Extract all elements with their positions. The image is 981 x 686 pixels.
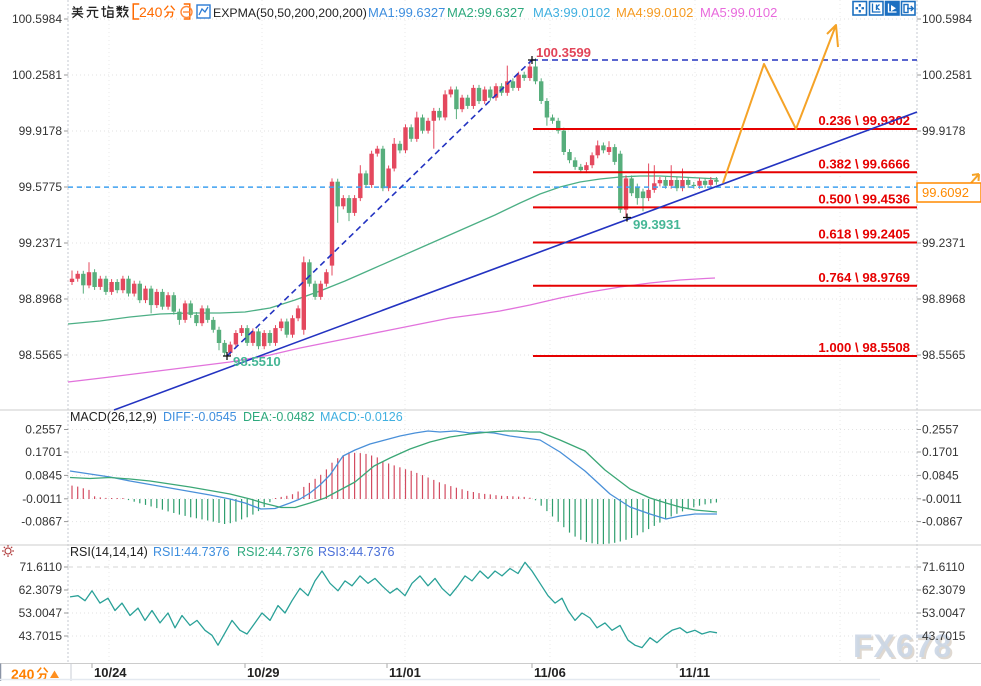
svg-text:0.2557: 0.2557 (922, 423, 959, 437)
svg-text:MA3:99.0102: MA3:99.0102 (533, 5, 610, 20)
svg-text:0.618 \ 99.2405: 0.618 \ 99.2405 (818, 227, 910, 242)
svg-text:DEA:-0.0482: DEA:-0.0482 (243, 410, 315, 424)
svg-text:43.7015: 43.7015 (922, 629, 966, 643)
svg-text:98.8968: 98.8968 (19, 292, 63, 306)
svg-text:0.764 \ 98.9769: 0.764 \ 98.9769 (818, 270, 910, 285)
svg-text:100.2581: 100.2581 (12, 68, 62, 82)
svg-text:0.500 \ 99.4536: 0.500 \ 99.4536 (818, 191, 910, 206)
svg-text:99.9178: 99.9178 (922, 124, 966, 138)
svg-text:240: 240 (11, 666, 35, 681)
svg-text:99.2371: 99.2371 (922, 236, 966, 250)
svg-text:0.0845: 0.0845 (922, 468, 959, 482)
svg-text:62.3079: 62.3079 (19, 583, 63, 597)
svg-text:0.1701: 0.1701 (25, 445, 62, 459)
svg-text:-0.0867: -0.0867 (21, 515, 62, 529)
svg-text:53.0047: 53.0047 (922, 606, 966, 620)
svg-text:98.5510: 98.5510 (233, 354, 281, 369)
svg-text:RSI1:44.7376: RSI1:44.7376 (153, 545, 229, 559)
svg-text:0.0845: 0.0845 (25, 468, 62, 482)
svg-text:99.9178: 99.9178 (19, 124, 63, 138)
svg-text:MACD:-0.0126: MACD:-0.0126 (320, 410, 403, 424)
svg-text:0.2557: 0.2557 (25, 423, 62, 437)
svg-text:DIFF:-0.0545: DIFF:-0.0545 (163, 410, 237, 424)
svg-text:99.3931: 99.3931 (633, 217, 681, 232)
svg-text:43.7015: 43.7015 (19, 629, 63, 643)
svg-text:MACD(26,12,9): MACD(26,12,9) (70, 410, 157, 424)
svg-text:98.5565: 98.5565 (922, 348, 966, 362)
svg-text:FX678: FX678 (855, 630, 954, 666)
svg-text:MA1:99.6327: MA1:99.6327 (368, 5, 445, 20)
svg-text:240: 240 (139, 4, 163, 20)
svg-text:RSI3:44.7376: RSI3:44.7376 (318, 545, 394, 559)
svg-text:MA2:99.6327: MA2:99.6327 (447, 5, 524, 20)
svg-text:98.5565: 98.5565 (19, 348, 63, 362)
svg-text:99.2371: 99.2371 (19, 236, 63, 250)
svg-text:0.236 \ 99.9302: 0.236 \ 99.9302 (818, 113, 910, 128)
svg-text:71.6110: 71.6110 (922, 560, 965, 574)
svg-text:71.6110: 71.6110 (20, 560, 63, 574)
svg-text:53.0047: 53.0047 (19, 606, 63, 620)
svg-text:100.2581: 100.2581 (922, 68, 972, 82)
svg-text:FX678: FX678 (853, 628, 952, 664)
svg-text:99.6092: 99.6092 (922, 185, 969, 200)
svg-text:10/29: 10/29 (247, 665, 280, 680)
svg-text:MA4:99.0102: MA4:99.0102 (616, 5, 693, 20)
svg-text:-0.0011: -0.0011 (922, 492, 962, 506)
svg-text:99.5775: 99.5775 (19, 180, 63, 194)
svg-text:11/06: 11/06 (534, 665, 566, 680)
svg-text:RSI(14,14,14): RSI(14,14,14) (70, 545, 148, 559)
svg-text:100.5984: 100.5984 (12, 12, 62, 26)
svg-text:98.8968: 98.8968 (922, 292, 966, 306)
svg-text:100.3599: 100.3599 (536, 45, 591, 60)
svg-text:EXPMA(50,50,200,200,200): EXPMA(50,50,200,200,200) (213, 6, 367, 20)
svg-text:-0.0867: -0.0867 (922, 515, 963, 529)
svg-text:62.3079: 62.3079 (922, 583, 966, 597)
svg-text:11/11: 11/11 (679, 665, 710, 680)
svg-text:-0.0011: -0.0011 (22, 492, 62, 506)
svg-text:100.5984: 100.5984 (922, 12, 972, 26)
svg-text:0.382 \ 99.6666: 0.382 \ 99.6666 (818, 156, 910, 171)
svg-text:10/24: 10/24 (94, 665, 127, 680)
svg-text:RSI2:44.7376: RSI2:44.7376 (237, 545, 313, 559)
svg-text:1.000 \ 98.5508: 1.000 \ 98.5508 (818, 340, 910, 355)
svg-text:MA5:99.0102: MA5:99.0102 (700, 5, 777, 20)
svg-text:0.1701: 0.1701 (922, 445, 959, 459)
svg-text:11/01: 11/01 (389, 665, 421, 680)
